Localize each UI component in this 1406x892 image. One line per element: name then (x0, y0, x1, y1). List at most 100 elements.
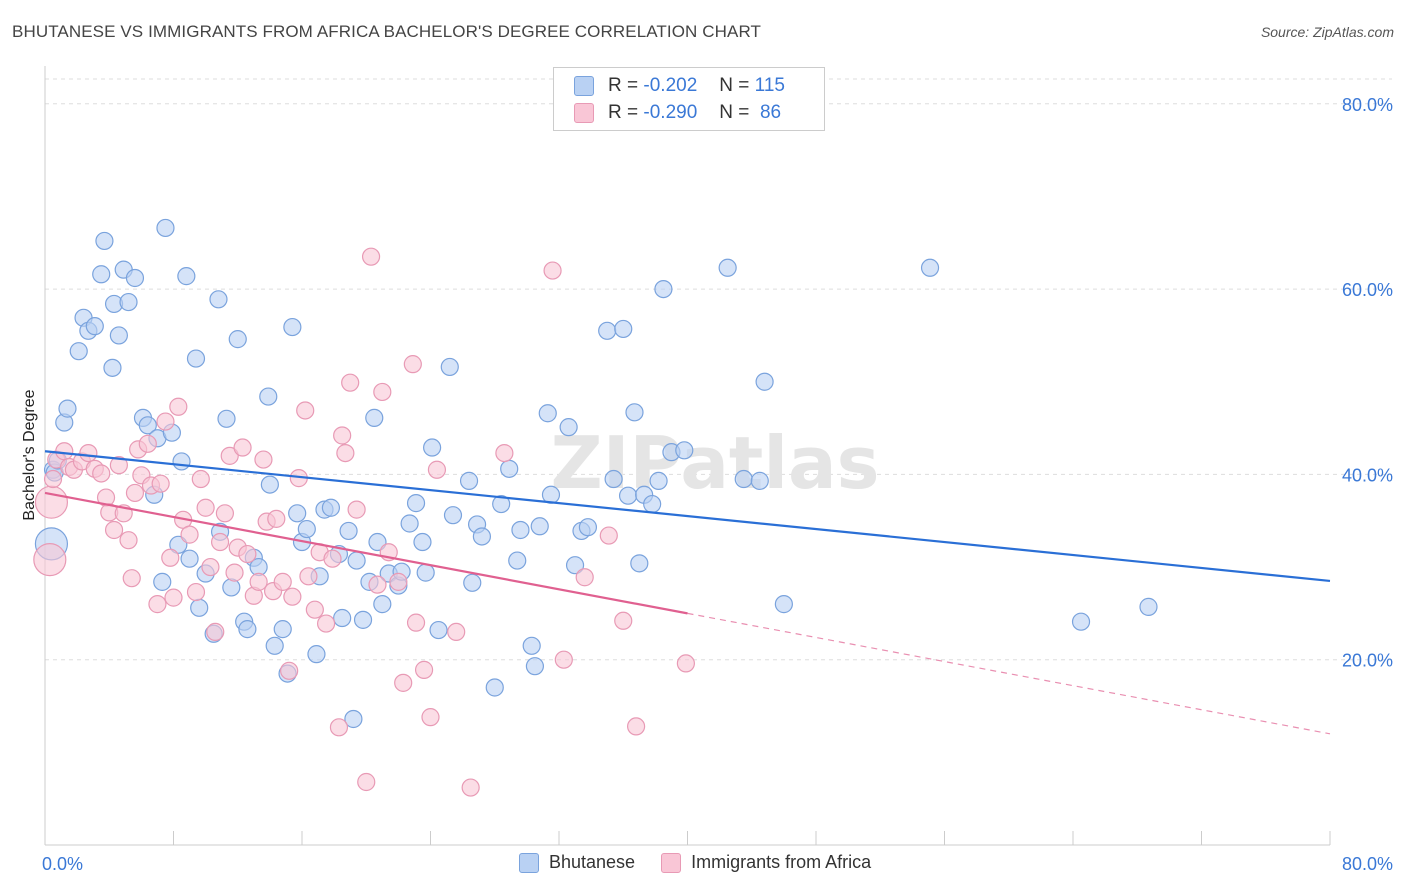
bhutanese-point (565, 556, 585, 575)
r-label: R = (608, 102, 639, 123)
africa-point (361, 247, 381, 266)
bhutanese-point (69, 342, 88, 361)
africa-point (273, 572, 292, 591)
africa-point (201, 557, 220, 577)
bhutanese-point (259, 387, 278, 406)
africa-point (614, 611, 633, 630)
bhutanese-point (95, 231, 114, 251)
africa-point (347, 500, 366, 519)
bhutanese-point (625, 403, 644, 422)
r-value: -0.202 (643, 75, 698, 96)
bhutanese-point (307, 645, 326, 664)
africa-point (122, 569, 141, 588)
africa-point (283, 587, 302, 606)
y-tick-label: 80.0% (1342, 95, 1393, 115)
bhutanese-point (530, 517, 549, 536)
source-credit: Source: ZipAtlas.com (1260, 24, 1394, 40)
bhutanese-point (400, 514, 419, 533)
africa-point (305, 600, 324, 619)
bhutanese-point (1071, 612, 1091, 631)
bhutanese-point (238, 620, 257, 639)
bhutanese-point (103, 358, 122, 377)
bhutanese-point (373, 595, 392, 614)
bhutanese-point (186, 349, 206, 368)
bhutanese-point (283, 317, 302, 337)
bhutanese-point (119, 292, 138, 312)
africa-point (267, 509, 286, 528)
bhutanese-point (472, 527, 491, 546)
africa-point (125, 483, 145, 503)
bhutanese-point (750, 471, 769, 490)
bhutanese-point (222, 578, 241, 597)
africa-point (406, 613, 426, 632)
africa-point (215, 504, 234, 523)
africa-point (403, 355, 422, 374)
africa-point (156, 412, 175, 431)
bottom-legend: Bhutanese Immigrants from Africa (519, 852, 897, 873)
africa-point (543, 261, 562, 280)
bhutanese-point (172, 452, 191, 471)
y-tick-label: 60.0% (1342, 280, 1393, 300)
bhutanese-point (598, 321, 617, 340)
bhutanese-point (406, 494, 426, 513)
trend-line-solid (44, 450, 1331, 583)
africa-point (427, 460, 447, 479)
bhutanese-point (260, 475, 279, 494)
bhutanese-point (228, 330, 247, 349)
bhutanese-point (511, 520, 530, 540)
bhutanese-point (190, 598, 209, 617)
x-tick-label: 80.0% (1342, 854, 1393, 874)
bhutanese-point (177, 267, 196, 286)
africa-point (316, 614, 336, 633)
africa-point (373, 382, 392, 402)
stats-row-africa: R = -0.290 N = 86 (574, 101, 781, 125)
blue-swatch (574, 76, 594, 96)
bhutanese-point (578, 518, 598, 537)
stats-legend: R = -0.202 N = 115 R = -0.290 N = 86 (553, 67, 825, 131)
bhutanese-point (630, 554, 649, 573)
africa-point (161, 548, 180, 567)
r-value: -0.290 (643, 102, 698, 123)
axes-layer (44, 66, 1331, 846)
africa-point (43, 469, 63, 489)
africa-point (461, 778, 480, 797)
africa-point (119, 531, 138, 550)
bhutanese-point (365, 408, 384, 427)
trend-lines (44, 450, 1331, 735)
grid-layer (45, 78, 1392, 661)
bhutanese-point (459, 471, 479, 490)
bhutanese-point (500, 459, 519, 478)
bhutanese-point (618, 486, 638, 505)
bhutanese-point (559, 418, 578, 437)
africa-point (329, 718, 349, 737)
bhutanese-point (429, 620, 448, 640)
r-label: R = (608, 75, 639, 96)
africa-point (92, 464, 111, 483)
africa-point (389, 572, 408, 591)
bhutanese-point (344, 709, 363, 729)
n-value: 115 (754, 75, 785, 96)
bhutanese-point (125, 268, 145, 288)
africa-point (626, 717, 646, 736)
africa-point (336, 443, 355, 463)
bhutanese-point (413, 532, 432, 552)
africa-point (599, 526, 618, 545)
bhutanese-point (333, 608, 352, 628)
africa-point (196, 498, 215, 517)
legend-label: Immigrants from Africa (691, 852, 872, 872)
africa-point (138, 434, 157, 453)
bhutanese-point (734, 469, 753, 489)
bhutanese-point (604, 469, 623, 489)
bhutanese-point (265, 636, 284, 655)
bhutanese-point (85, 317, 104, 336)
africa-point (249, 572, 268, 591)
bhutanese-point (416, 563, 435, 582)
africa-point (357, 772, 376, 792)
trend-line-dashed (687, 612, 1331, 735)
bhutanese-point (443, 506, 463, 525)
bhutanese-point (1139, 597, 1158, 616)
africa-point (169, 397, 188, 416)
africa-point (104, 520, 124, 540)
africa-point (676, 654, 695, 673)
